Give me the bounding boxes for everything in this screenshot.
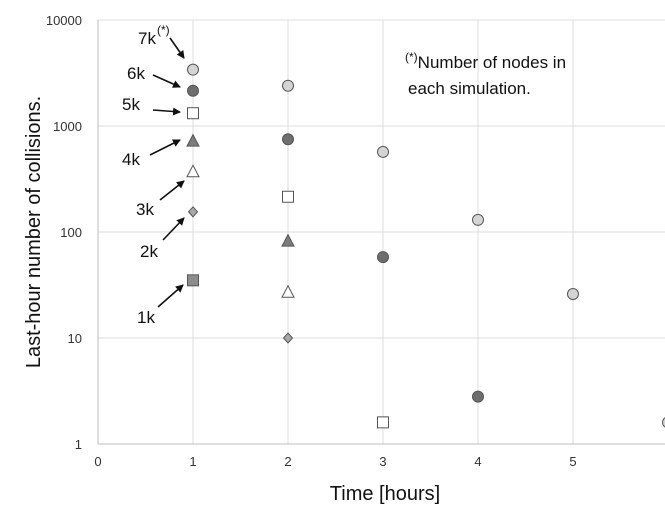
footnote: (*)Number of nodes in each simulation. — [405, 50, 566, 98]
annotation-arrow — [162, 217, 185, 241]
data-point — [281, 284, 295, 298]
x-tick-label: 5 — [569, 454, 576, 469]
annotation-label: 3k — [136, 200, 154, 219]
footnote-text-1: Number of nodes in — [418, 53, 566, 72]
y-tick-label: 1 — [75, 437, 82, 452]
footnote-line-1: (*)Number of nodes in — [405, 50, 566, 72]
annotation-arrow — [157, 284, 184, 308]
data-point — [472, 213, 484, 226]
data-point — [186, 133, 200, 147]
data-point — [282, 190, 294, 203]
y-tick-label: 100 — [60, 225, 82, 240]
annotation-label: 7k(*) — [138, 23, 170, 48]
annotation-label: 5k — [122, 95, 140, 114]
x-tick-label: 4 — [474, 454, 481, 469]
annotation-label: 2k — [140, 242, 158, 261]
data-point — [377, 416, 389, 429]
x-tick-label: 3 — [379, 454, 386, 469]
data-point — [662, 417, 665, 428]
annotations: 7k(*) 6k 5k 4k 3k 2k 1k — [122, 23, 185, 327]
x-axis-title: Time [hours] — [330, 483, 440, 505]
annotation-label: 4k — [122, 150, 140, 169]
data-point — [377, 251, 389, 264]
data-point — [186, 164, 200, 178]
y-tick-label: 10000 — [46, 13, 82, 28]
data-point — [281, 233, 295, 247]
x-tick-label: 0 — [94, 454, 101, 469]
footnote-line-2: each simulation. — [408, 79, 531, 98]
data-point — [187, 206, 199, 218]
data-point — [187, 107, 199, 120]
data-point — [567, 288, 579, 301]
data-point — [187, 84, 199, 97]
annotation-arrow — [169, 37, 185, 59]
x-tick-label: 2 — [284, 454, 291, 469]
data-point — [187, 63, 199, 76]
annotation-label: 1k — [137, 308, 155, 327]
grid — [98, 19, 665, 444]
tick-labels: 0123456110100100010000 — [46, 13, 665, 469]
data-point — [472, 390, 484, 403]
data-point — [282, 332, 294, 344]
data-point — [377, 145, 389, 158]
axes — [97, 20, 665, 445]
data-point — [282, 79, 294, 92]
x-tick-label: 1 — [189, 454, 196, 469]
data-point — [282, 133, 294, 146]
y-tick-label: 10 — [68, 331, 82, 346]
y-axis-title: Last-hour number of collisions. — [23, 96, 45, 368]
annotation-arrow — [152, 107, 181, 116]
annotation-arrow — [149, 139, 181, 156]
data-point — [187, 274, 199, 287]
data-points — [186, 63, 665, 429]
annotation-suffix: (*) — [157, 23, 170, 37]
y-tick-label: 1000 — [53, 119, 82, 134]
annotation-arrow — [159, 180, 185, 201]
annotation-label: 6k — [127, 64, 145, 83]
footnote-marker: (*) — [405, 50, 418, 64]
annotation-arrow — [152, 74, 181, 88]
